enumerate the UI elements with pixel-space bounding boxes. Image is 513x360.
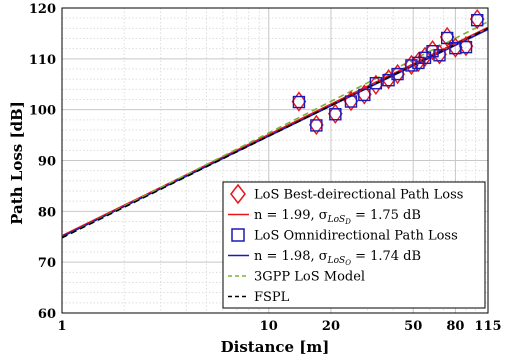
y-tick-label: 90 [38,155,56,170]
diamond-marker [327,103,343,124]
square-marker [391,67,404,81]
y-tick-label: 120 [29,2,56,17]
legend-label: LoS Omnidirectional Path Loss [254,229,458,244]
diamond-marker [469,8,485,30]
square-marker [433,49,446,62]
diamond-marker [458,35,474,57]
x-tick-label: 10 [260,319,278,334]
square-marker [440,31,454,45]
diamond-marker [425,39,440,61]
diamond-marker [309,114,324,136]
x-tick-label: 80 [446,319,464,334]
square-marker [344,95,358,108]
square-marker [471,13,484,27]
y-tick-label: 70 [38,256,56,271]
legend: LoS Best-deirectional Path Loss n = 1.99,… [222,181,486,309]
legend-label: n = 1.99, σLoSD = 1.75 dB [254,208,421,226]
square-marker [426,45,439,58]
square-marker [292,95,306,109]
x-tick-label: 115 [474,319,501,334]
y-tick-label: 100 [29,104,56,119]
axes-frame [61,7,489,314]
square-marker [329,108,342,121]
x-axis-label: Distance [m] [221,338,330,356]
square-marker [310,119,323,132]
square-marker [459,40,473,54]
legend-diamond-marker [230,183,246,205]
square-marker [418,51,432,65]
diamond-marker [343,90,359,112]
square-marker [358,88,371,102]
y-tick-label: 80 [38,205,56,220]
x-tick-label: 20 [322,319,340,334]
x-tick-label: 50 [404,319,422,334]
diamond-marker [439,26,455,48]
legend-square-marker [231,228,245,242]
legend-label: FSPL [254,290,290,305]
y-tick-label: 110 [29,53,56,68]
y-tick-label: 60 [38,307,56,322]
diamond-marker [390,63,405,85]
legend-label: LoS Best-deirectional Path Loss [254,188,463,203]
legend-label: n = 1.98, σLoSO = 1.74 dB [254,249,421,267]
plot-area [61,8,489,239]
diamond-marker [368,74,384,95]
legend-label: 3GPP LoS Model [254,270,365,285]
diamond-marker [432,44,447,65]
diamond-marker [411,51,426,73]
square-marker [369,77,383,90]
y-axis-label: Path Loss [dB] [8,101,26,225]
x-tick-label: 1 [57,319,66,334]
square-marker [405,59,418,72]
legend-box [222,181,486,309]
diamond-marker [404,54,419,76]
diamond-marker [356,84,372,105]
diamond-marker [291,91,307,112]
